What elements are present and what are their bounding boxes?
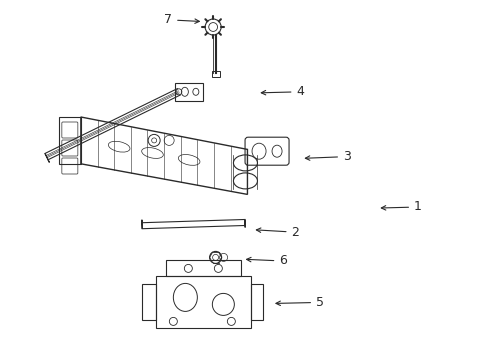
Text: 3: 3 bbox=[305, 150, 351, 163]
Bar bbox=[156, 276, 251, 328]
Text: 2: 2 bbox=[256, 226, 299, 239]
Text: 7: 7 bbox=[164, 13, 199, 26]
Text: 4: 4 bbox=[261, 85, 304, 98]
Text: 1: 1 bbox=[381, 201, 422, 213]
Bar bbox=[212, 71, 220, 77]
Text: 6: 6 bbox=[246, 255, 287, 267]
Text: 5: 5 bbox=[276, 296, 324, 309]
